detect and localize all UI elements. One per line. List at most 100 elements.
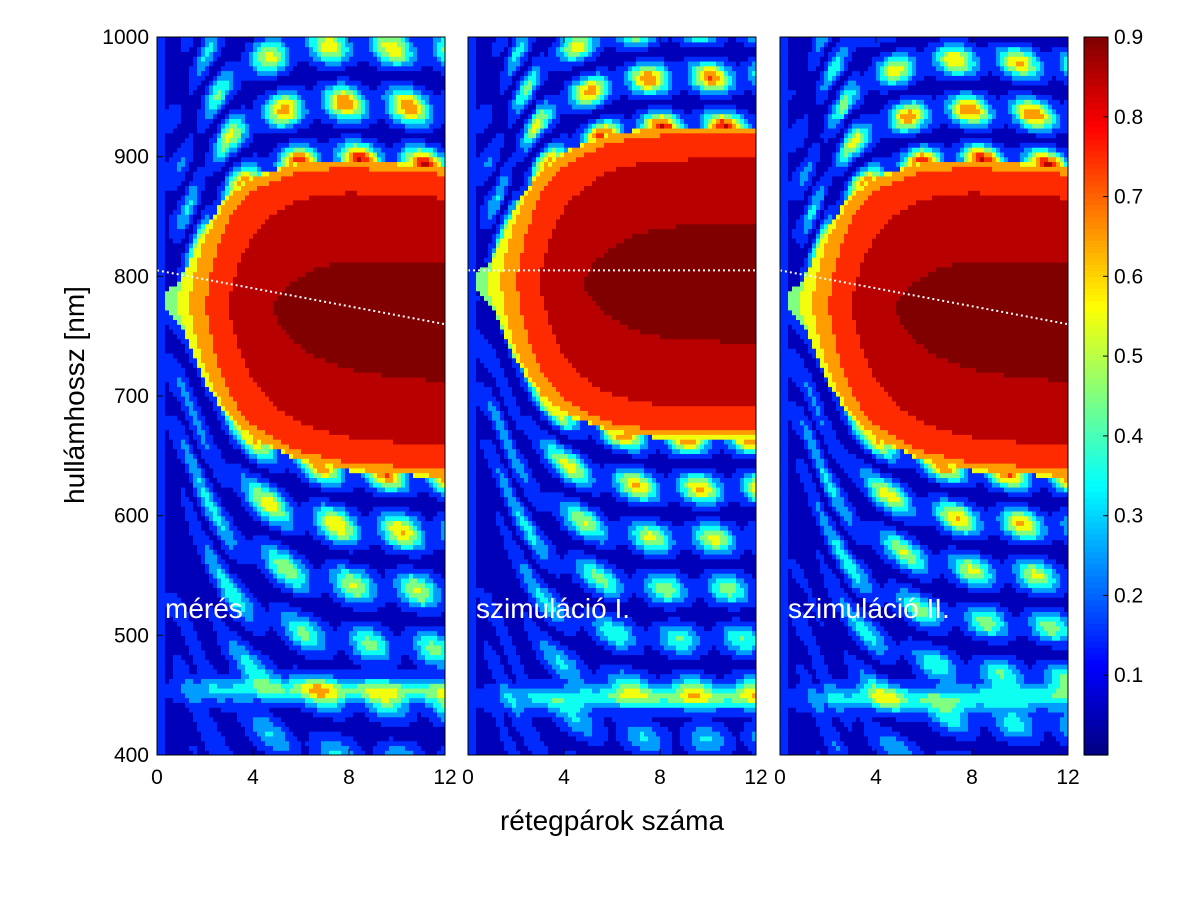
contour-cell [277,640,282,646]
contour-cell [233,228,238,234]
contour-cell [169,290,174,297]
contour-cell [249,415,254,421]
contour-cell [277,108,282,115]
contour-cell [281,194,286,201]
contour-cell [289,587,294,593]
contour-cell [225,223,230,230]
contour-cell [257,539,262,545]
contour-cell [205,606,210,612]
contour-cell [201,506,206,512]
contour-cell [161,515,166,522]
contour-cell [245,89,250,96]
contour-cell [249,348,254,354]
contour-cell [245,46,250,52]
contour-cell [197,525,202,531]
contour-cell [169,223,174,230]
contour-cell [161,137,166,143]
contour-cell [221,376,226,383]
contour-cell [209,281,214,287]
contour-cell [237,276,242,282]
contour-cell [277,549,282,555]
contour-cell [181,568,186,574]
contour-cell [189,707,194,713]
contour-cell [241,214,246,220]
contour-cell [229,659,234,665]
contour-cell [269,549,274,555]
contour-cell [241,108,246,115]
contour-cell [165,300,170,306]
contour-cell [217,348,222,354]
contour-cell [177,515,182,522]
contour-cell [181,118,186,124]
contour-cell [229,611,234,617]
contour-cell [201,94,206,100]
contour-cell [205,750,210,755]
contour-cell [277,223,282,230]
contour-cell [277,716,282,723]
contour-cell [205,683,210,689]
contour-cell [269,673,274,680]
contour-cell [273,396,278,402]
contour-cell [181,745,186,751]
contour-cell [201,611,206,617]
contour-cell [233,41,238,48]
contour-cell [189,309,194,316]
contour-cell [169,472,174,478]
contour-cell [285,166,290,172]
contour-cell [157,194,162,201]
contour-cell [265,515,270,522]
contour-cell [221,319,226,325]
contour-cell [273,410,278,416]
contour-cell [229,309,234,316]
contour-cell [177,434,182,440]
contour-cell [177,137,182,143]
contour-cell [181,644,186,651]
contour-cell [225,180,230,186]
contour-cell [257,257,262,263]
contour-cell [285,592,290,598]
contour-cell [165,290,170,297]
contour-cell [205,56,210,62]
contour-cell [257,84,262,91]
contour-cell [233,171,238,177]
contour-cell [245,644,250,651]
contour-cell [285,56,290,62]
contour-cell [161,386,166,392]
contour-cell [229,726,234,732]
contour-cell [213,592,218,598]
contour-cell [261,563,266,569]
contour-cell [265,664,270,670]
contour-cell [281,166,286,172]
contour-cell [193,132,198,139]
contour-cell [205,745,210,751]
contour-cell [285,616,290,622]
contour-cell [225,400,230,407]
contour-cell [201,266,206,273]
contour-cell [269,372,274,378]
contour-cell [185,94,190,100]
contour-cell [225,238,230,244]
contour-cell [185,309,190,316]
contour-cell [157,405,162,411]
contour-cell [161,673,166,680]
contour-cell [237,520,242,526]
contour-cell [273,343,278,349]
contour-cell [169,463,174,469]
contour-cell [157,563,162,569]
contour-cell [281,702,286,708]
contour-cell [245,324,250,330]
contour-cell [197,611,202,617]
contour-cell [229,439,234,445]
contour-cell [169,104,174,110]
contour-cell [225,94,230,100]
contour-cell [161,367,166,373]
contour-cell [157,228,162,234]
contour-cell [221,716,226,723]
contour-cell [285,285,290,292]
contour-cell [237,486,242,493]
contour-cell [225,80,230,86]
contour-cell [249,99,254,105]
contour-cell [285,563,290,569]
contour-cell [177,419,182,426]
contour-cell [161,376,166,383]
